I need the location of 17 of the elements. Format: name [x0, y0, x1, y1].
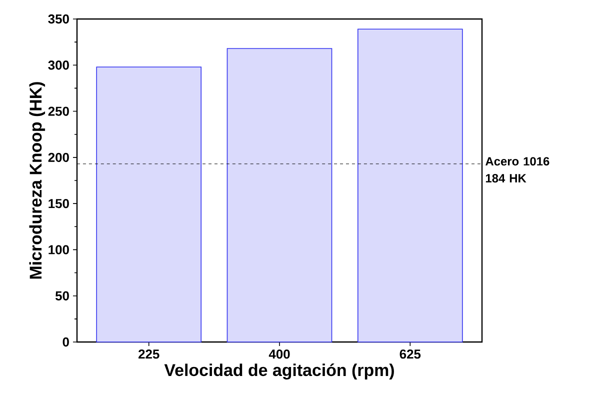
x-tick-label: 225	[138, 350, 160, 359]
y-tick-label: 250	[48, 106, 69, 116]
y-tick-label: 150	[48, 198, 69, 208]
y-tick-label: 50	[55, 291, 69, 300]
x-axis-title: Velocidad de agitación (rpm)	[164, 364, 394, 380]
bar	[357, 28, 463, 342]
y-tick-label: 200	[48, 152, 69, 162]
y-tick-label: 100	[48, 245, 69, 254]
bar	[96, 66, 202, 342]
x-tick-label: 625	[400, 350, 421, 359]
x-tick-label: 400	[268, 350, 290, 359]
bar	[226, 48, 332, 342]
y-axis-title: Microdureza Knoop (HK)	[29, 82, 46, 279]
y-tick-label: 0	[62, 337, 69, 347]
ref-line-label: Acero 1016 184 HK	[486, 157, 550, 182]
y-tick-label: 350	[48, 14, 69, 24]
y-tick-label: 300	[48, 60, 69, 70]
